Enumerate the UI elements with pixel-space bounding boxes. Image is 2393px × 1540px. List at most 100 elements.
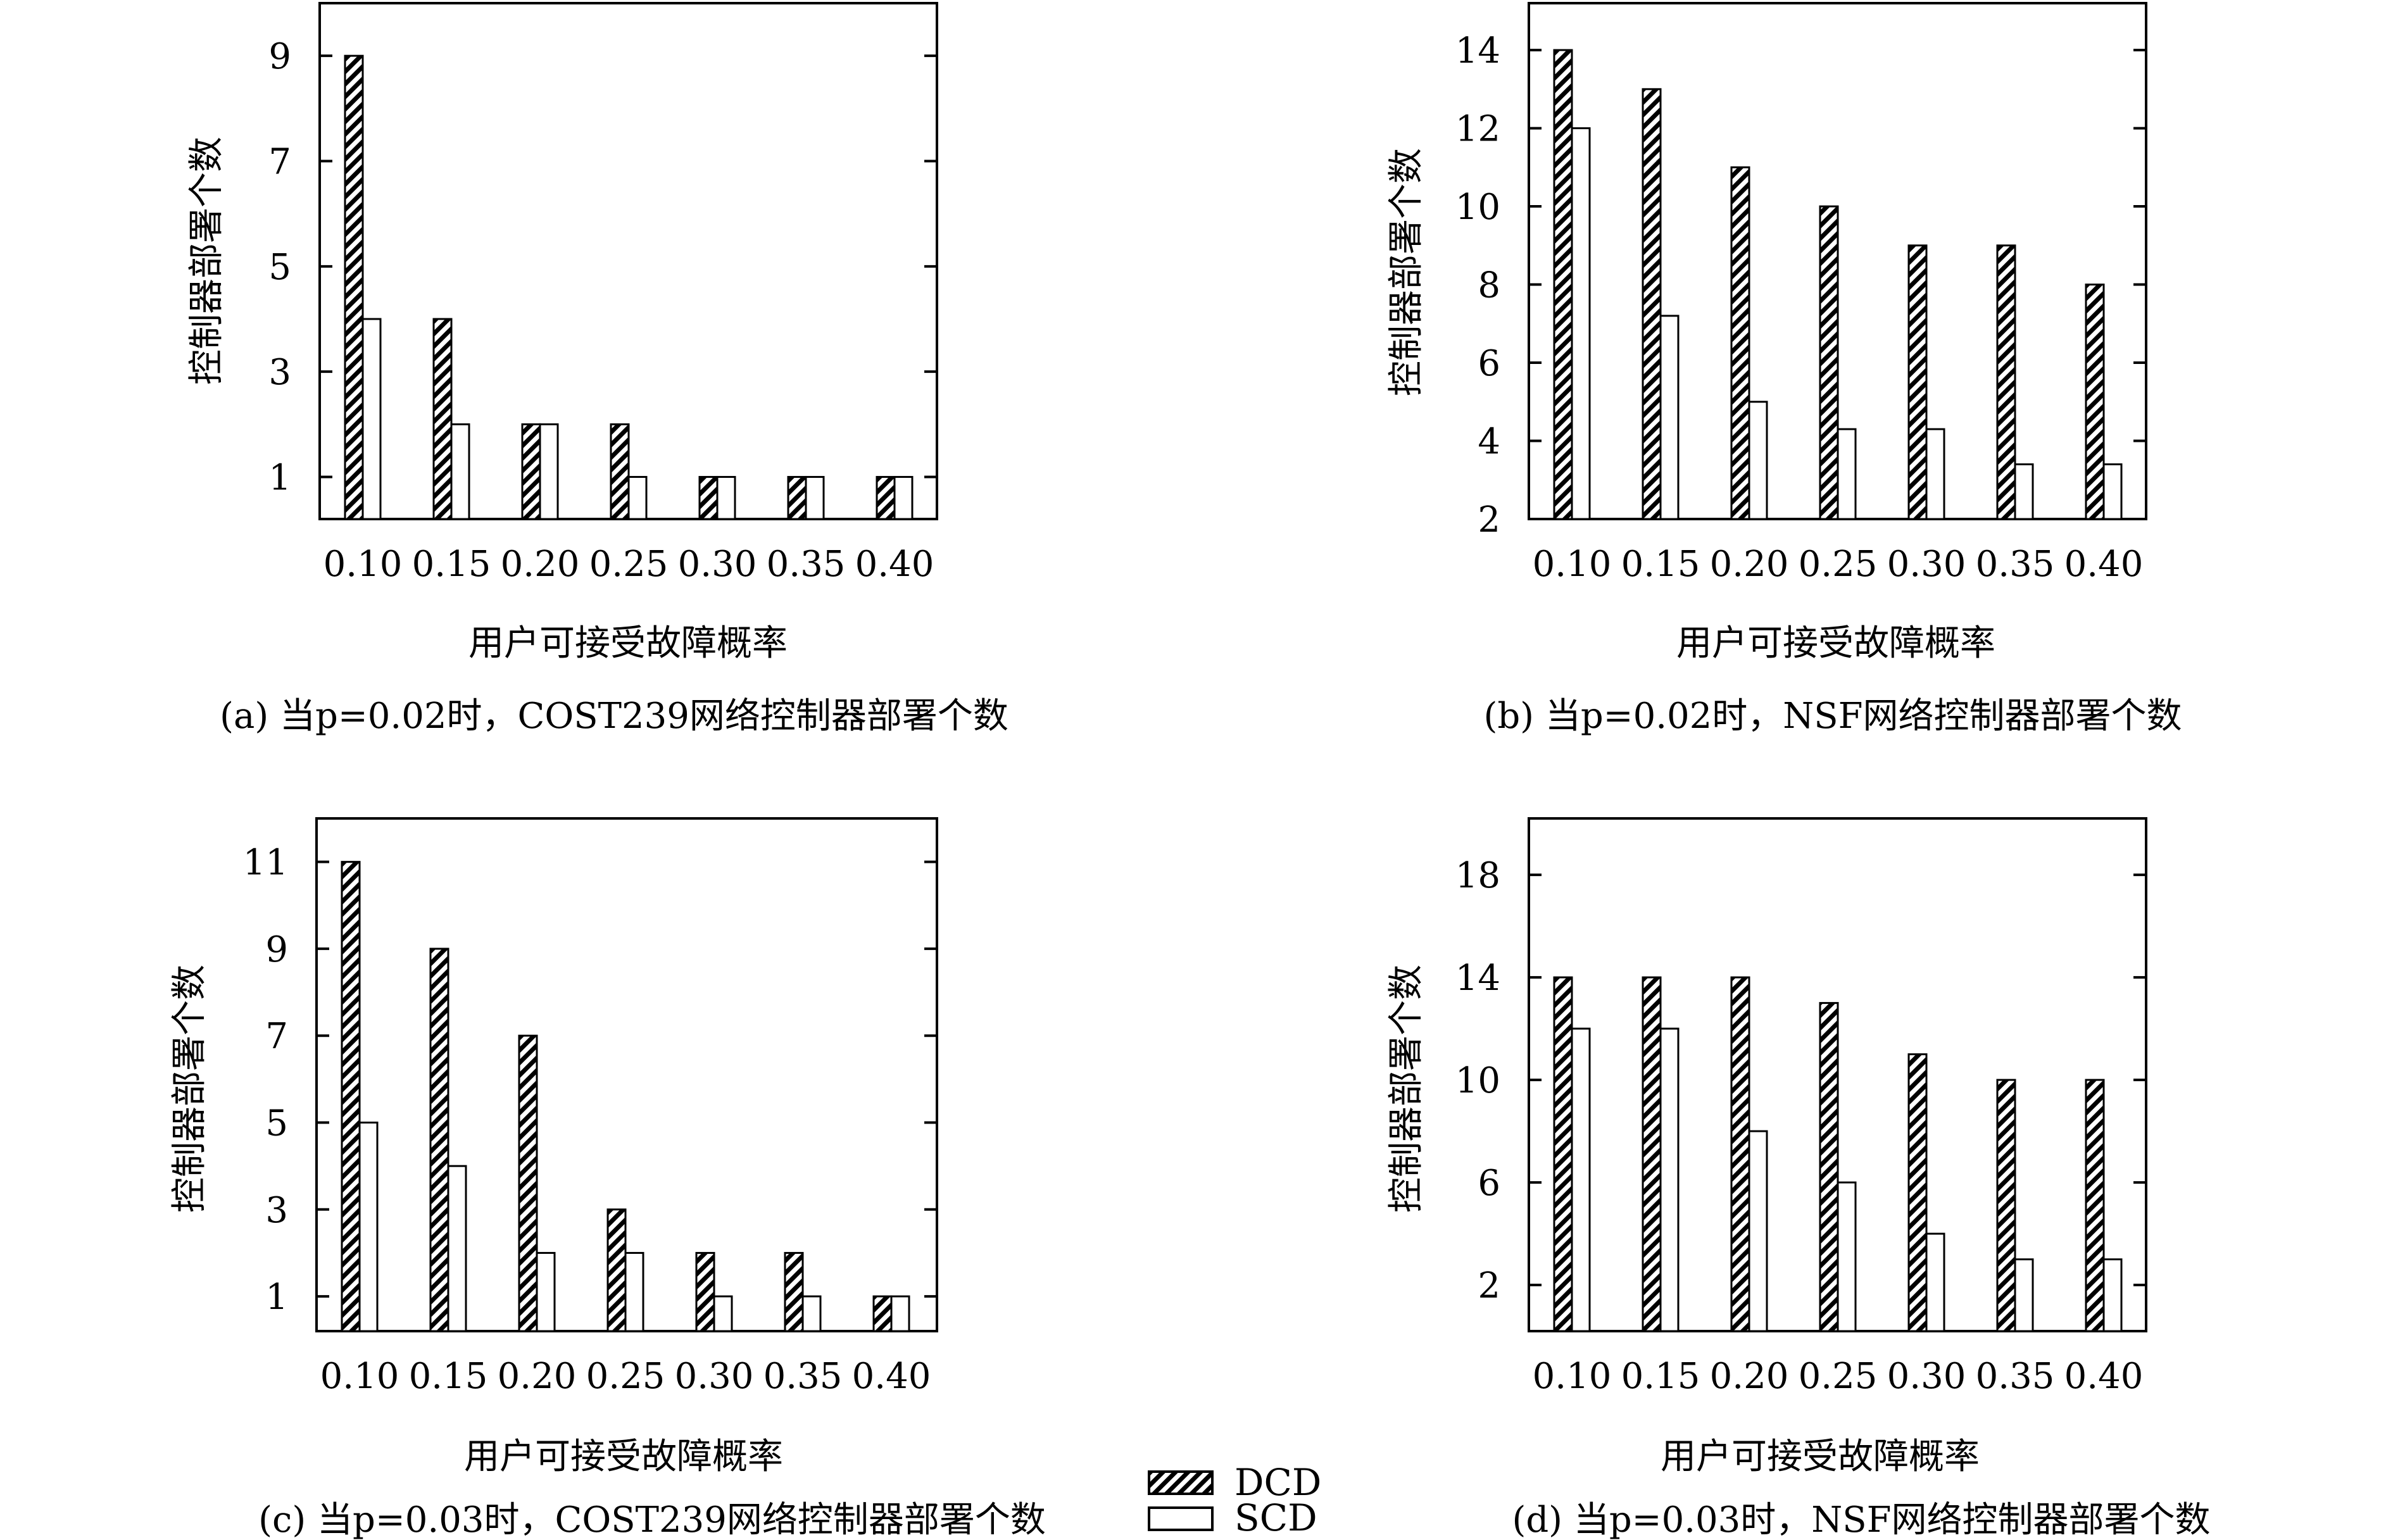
legend-swatch-dcd bbox=[1148, 1470, 1214, 1495]
y-tick-label: 5 bbox=[268, 247, 291, 288]
bar-dcd-0.10 bbox=[1553, 976, 1573, 1332]
x-tick-label: 0.15 bbox=[1621, 1356, 1700, 1397]
bar-scd-0.15 bbox=[450, 423, 470, 520]
bar-dcd-0.15 bbox=[432, 318, 453, 520]
bar-dcd-0.30 bbox=[695, 1251, 715, 1332]
bar-scd-0.35 bbox=[801, 1295, 822, 1332]
bar-dcd-0.15 bbox=[1642, 88, 1662, 520]
x-tick-label: 0.20 bbox=[498, 1356, 577, 1397]
legend-label-scd: SCD bbox=[1234, 1496, 1317, 1539]
y-tick-label: 10 bbox=[1455, 187, 1500, 228]
x-tick-label: 0.35 bbox=[1976, 1356, 2055, 1397]
panel-caption: (c) 当p=0.03时，COST239网络控制器部署个数 bbox=[258, 1499, 1046, 1540]
y-tick-label: 10 bbox=[1455, 1060, 1500, 1101]
bar-dcd-0.25 bbox=[1819, 1002, 1839, 1332]
bar-scd-0.40 bbox=[2102, 1258, 2123, 1332]
x-tick-label: 0.10 bbox=[1533, 544, 1612, 585]
y-tick-label: 9 bbox=[265, 929, 288, 970]
y-axis-label: 控制器部署个数 bbox=[186, 137, 227, 385]
bar-dcd-0.25 bbox=[606, 1208, 627, 1332]
x-tick-label: 0.15 bbox=[409, 1356, 488, 1397]
bar-scd-0.40 bbox=[2102, 463, 2123, 520]
legend-label-dcd: DCD bbox=[1234, 1461, 1321, 1504]
bar-dcd-0.30 bbox=[1907, 244, 1928, 520]
legend: DCD SCD bbox=[1148, 1461, 1321, 1539]
bar-scd-0.40 bbox=[893, 475, 914, 520]
legend-swatch-scd bbox=[1148, 1506, 1214, 1531]
x-tick-label: 0.25 bbox=[589, 544, 669, 585]
y-tick-label: 18 bbox=[1455, 855, 1500, 896]
x-tick-label: 0.35 bbox=[1976, 544, 2055, 585]
bar-scd-0.15 bbox=[1659, 1027, 1680, 1332]
y-tick-label: 12 bbox=[1455, 109, 1500, 150]
bar-scd-0.25 bbox=[627, 475, 648, 520]
x-tick-label: 0.30 bbox=[1887, 1356, 1966, 1397]
bar-dcd-0.35 bbox=[784, 1251, 804, 1332]
x-tick-label: 0.10 bbox=[323, 544, 403, 585]
x-tick-label: 0.20 bbox=[501, 544, 580, 585]
bar-scd-0.10 bbox=[361, 318, 382, 520]
y-tick-label: 6 bbox=[1478, 343, 1500, 384]
bar-scd-0.25 bbox=[1837, 1181, 1857, 1332]
panel-caption: (a) 当p=0.02时，COST239网络控制器部署个数 bbox=[220, 696, 1008, 737]
y-tick-label: 3 bbox=[268, 352, 291, 393]
x-axis-label: 用户可接受故障概率 bbox=[1676, 623, 1995, 664]
y-tick-label: 5 bbox=[265, 1103, 288, 1144]
bar-scd-0.10 bbox=[1571, 127, 1591, 520]
bar-scd-0.15 bbox=[447, 1165, 467, 1332]
x-tick-label: 0.40 bbox=[2064, 1356, 2144, 1397]
panel-d: 2 6 10 14 18 0.10 0.15 0.20 0.25 0.30 0.35 0.40 控制… bbox=[1386, 817, 2211, 1540]
y-tick-label: 2 bbox=[1478, 1265, 1500, 1306]
y-tick-label: 9 bbox=[268, 36, 291, 77]
bar-scd-0.20 bbox=[1748, 401, 1768, 520]
x-tick-label: 0.15 bbox=[1621, 544, 1700, 585]
x-tick-label: 0.25 bbox=[1799, 544, 1878, 585]
x-tick-label: 0.40 bbox=[852, 1356, 931, 1397]
x-tick-label: 0.40 bbox=[2064, 544, 2144, 585]
bar-dcd-0.40 bbox=[2085, 1079, 2105, 1332]
bar-dcd-0.40 bbox=[872, 1295, 893, 1332]
bar-dcd-0.15 bbox=[429, 948, 449, 1332]
x-tick-label: 0.30 bbox=[1887, 544, 1966, 585]
y-tick-label: 7 bbox=[265, 1016, 288, 1057]
bar-scd-0.35 bbox=[2014, 463, 2034, 520]
bar-dcd-0.40 bbox=[876, 475, 896, 520]
y-tick-label: 14 bbox=[1455, 958, 1500, 999]
bar-dcd-0.10 bbox=[344, 54, 364, 520]
x-tick-label: 0.20 bbox=[1710, 1356, 1789, 1397]
bar-scd-0.10 bbox=[1571, 1027, 1591, 1332]
x-tick-label: 0.10 bbox=[1533, 1356, 1612, 1397]
bar-scd-0.25 bbox=[1837, 428, 1857, 520]
bar-dcd-0.20 bbox=[1730, 976, 1750, 1332]
bar-dcd-0.35 bbox=[787, 475, 807, 520]
bar-scd-0.15 bbox=[1659, 315, 1680, 520]
panel-a: 1 3 5 7 9 0.10 0.15 0.20 0.25 0.30 0.35 0.40 控制器部署… bbox=[186, 2, 1008, 737]
x-tick-label: 0.30 bbox=[675, 1356, 754, 1397]
bar-dcd-0.40 bbox=[2085, 284, 2105, 520]
bar-scd-0.30 bbox=[1925, 428, 1945, 520]
y-tick-label: 7 bbox=[268, 141, 291, 182]
bar-scd-0.30 bbox=[713, 1295, 733, 1332]
bar-scd-0.40 bbox=[890, 1295, 910, 1332]
x-axis-label: 用户可接受故障概率 bbox=[468, 623, 788, 664]
x-tick-label: 0.25 bbox=[1799, 1356, 1878, 1397]
panel-c: 1 3 5 7 9 11 0.10 0.15 0.20 0.25 0.30 0.35 0.40 控制器… bbox=[169, 817, 1046, 1540]
y-tick-label: 2 bbox=[1478, 499, 1500, 541]
bar-scd-0.20 bbox=[536, 1251, 556, 1332]
x-tick-label: 0.25 bbox=[586, 1356, 665, 1397]
y-tick-label: 6 bbox=[1478, 1163, 1500, 1204]
x-tick-label: 0.20 bbox=[1710, 544, 1789, 585]
y-axis-label: 控制器部署个数 bbox=[169, 965, 210, 1213]
panel-caption: (d) 当p=0.03时，NSF网络控制器部署个数 bbox=[1512, 1499, 2210, 1540]
bar-scd-0.10 bbox=[358, 1122, 379, 1332]
x-tick-label: 0.40 bbox=[855, 544, 934, 585]
bar-scd-0.25 bbox=[624, 1251, 644, 1332]
bar-dcd-0.25 bbox=[1819, 205, 1839, 520]
y-axis-label: 控制器部署个数 bbox=[1386, 965, 1427, 1213]
x-axis-label: 用户可接受故障概率 bbox=[1661, 1436, 1980, 1477]
y-tick-label: 8 bbox=[1478, 265, 1500, 306]
x-tick-label: 0.35 bbox=[767, 544, 846, 585]
bar-dcd-0.15 bbox=[1642, 976, 1662, 1332]
